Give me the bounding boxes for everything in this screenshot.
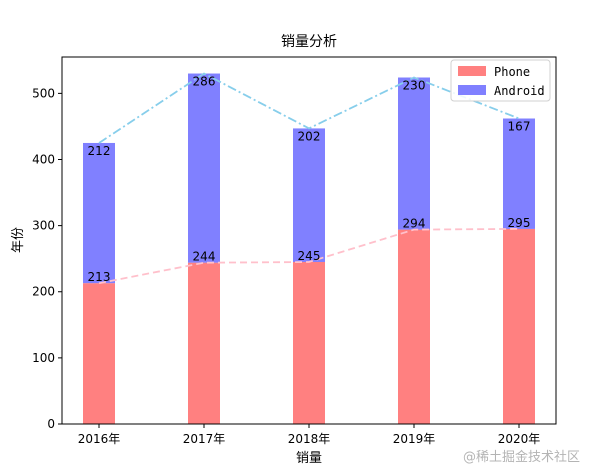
- data-label-phone-2: 245: [298, 249, 321, 263]
- legend-label-android: Android: [494, 84, 545, 98]
- x-tick-label: 2018年: [288, 432, 331, 446]
- legend: Phone Android: [450, 59, 551, 102]
- x-axis-title: 销量: [296, 451, 322, 466]
- bar-phone-2: [293, 261, 325, 424]
- bar-phone-1: [188, 262, 220, 424]
- legend-swatch-phone: [458, 66, 486, 76]
- chart-title: 销量分析: [281, 34, 337, 50]
- line-phone: [98, 228, 520, 285]
- bar-android-2: [293, 128, 325, 262]
- y-tick-label: 0: [47, 417, 55, 431]
- x-tick-label: 2020年: [498, 432, 541, 446]
- data-label-phone-1: 244: [193, 250, 216, 264]
- data-label-android-1: 286: [193, 75, 216, 89]
- data-label-phone-4: 295: [508, 216, 531, 230]
- y-axis-title: 年份: [11, 227, 26, 253]
- legend-swatch-android: [458, 85, 486, 95]
- bar-android-1: [188, 73, 220, 263]
- bar-phone-0: [83, 283, 115, 424]
- y-tick-label: 100: [32, 351, 55, 365]
- y-tick-label: 300: [32, 219, 55, 233]
- bar-android-0: [83, 142, 115, 284]
- bar-android-3: [398, 77, 430, 230]
- x-tick-label: 2016年: [78, 432, 121, 446]
- x-tick-label: 2019年: [393, 432, 436, 446]
- data-label-android-0: 212: [88, 144, 111, 158]
- x-tick-label: 2017年: [183, 432, 226, 446]
- data-label-phone-0: 213: [88, 270, 111, 284]
- y-tick-label: 500: [32, 86, 55, 100]
- bar-android-4: [503, 118, 535, 229]
- data-label-android-4: 167: [508, 119, 531, 133]
- plot-area: 213 212 244 286 245 202 294 230 295 167 0 100 200 300…: [32, 56, 557, 446]
- legend-label-phone: Phone: [494, 65, 530, 79]
- data-label-android-3: 230: [403, 78, 426, 92]
- data-label-android-2: 202: [298, 129, 321, 143]
- watermark: @稀土掘金技术社区: [462, 450, 580, 465]
- y-tick-label: 400: [32, 152, 55, 166]
- y-tick-label: 200: [32, 285, 55, 299]
- bar-phone-3: [398, 229, 430, 424]
- line-android: [98, 72, 520, 144]
- bar-phone-4: [503, 228, 535, 424]
- data-label-phone-3: 294: [403, 217, 426, 231]
